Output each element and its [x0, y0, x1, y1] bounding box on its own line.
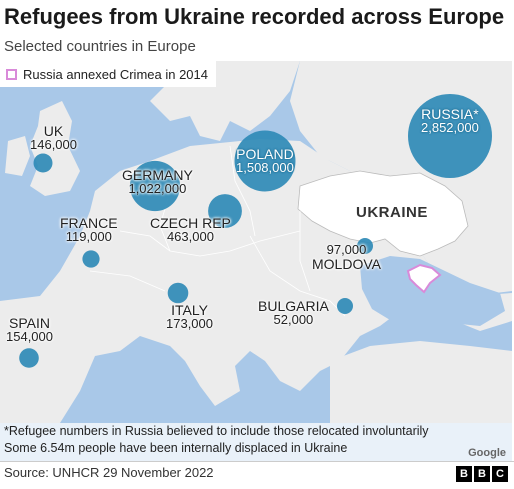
label-france: FRANCE 119,000	[60, 215, 118, 244]
source-text: Source: UNHCR 29 November 2022	[4, 465, 214, 480]
footnote-displaced: Some 6.54m people have been internally d…	[4, 441, 348, 455]
chart-title: Refugees from Ukraine recorded across Eu…	[4, 4, 505, 29]
bubble-czech-rep	[208, 194, 242, 228]
land-turkey	[330, 341, 512, 423]
label-spain: SPAIN 154,000	[6, 315, 53, 344]
land-europe	[0, 139, 512, 423]
chart-subtitle: Selected countries in Europe	[4, 38, 196, 55]
ukraine-label: UKRAINE	[356, 204, 428, 221]
label-czech-rep: CZECH REP 463,000	[150, 215, 231, 244]
label-bulgaria: BULGARIA 52,000	[258, 298, 329, 327]
land-italy	[162, 291, 225, 386]
map-credit: Google	[468, 447, 506, 459]
label-germany: GERMANY 1,022,000	[122, 167, 193, 196]
bubble-moldova	[357, 238, 373, 254]
bubble-spain	[19, 348, 39, 368]
footnotes: *Refugee numbers in Russia believed to i…	[0, 423, 512, 461]
legend-label: Russia annexed Crimea in 2014	[23, 66, 208, 82]
label-moldova: 97,000 MOLDOVA	[312, 242, 381, 272]
crimea-swatch-icon	[6, 68, 17, 80]
label-italy: ITALY 173,000	[166, 302, 213, 331]
europe-map: Russia annexed Crimea in 2014 UKRAINE UK…	[0, 61, 512, 461]
bubble-russia	[408, 94, 492, 178]
crimea-outline	[406, 263, 442, 294]
refugee-bubbles	[19, 94, 492, 368]
sea-black-sea	[360, 256, 505, 326]
bubble-italy	[167, 282, 189, 304]
bubble-germany	[129, 160, 181, 212]
bubble-uk	[33, 153, 53, 173]
footnote-russia: *Refugee numbers in Russia believed to i…	[4, 424, 429, 438]
land-ireland	[5, 136, 30, 176]
label-poland: POLAND 1,508,000	[236, 146, 294, 175]
map-legend: Russia annexed Crimea in 2014	[0, 61, 216, 87]
bubble-bulgaria	[337, 298, 353, 314]
label-russia: RUSSIA* 2,852,000	[421, 106, 479, 135]
bubble-france	[82, 250, 100, 268]
land-ukraine	[297, 170, 469, 257]
bubble-poland	[234, 130, 296, 192]
label-uk: UK 146,000	[30, 123, 77, 152]
